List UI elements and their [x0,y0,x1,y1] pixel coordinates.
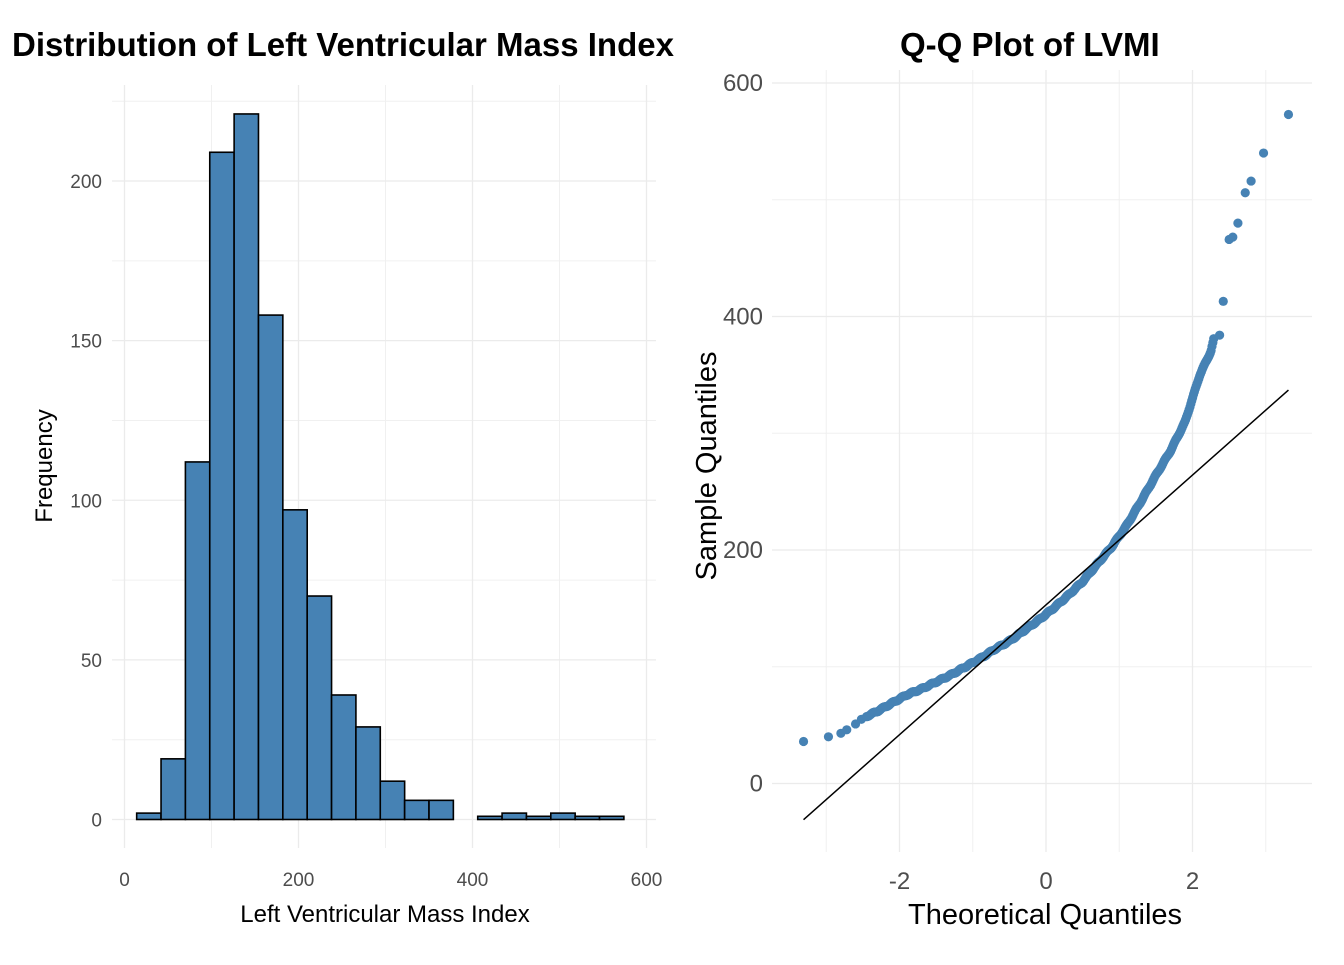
histogram-bar [233,113,260,821]
qq-panel: Q-Q Plot of LVMI -2 0 2 0 200 400 600 Theoretic… [672,0,1344,960]
qq-point [842,725,852,735]
qq-point [1283,109,1294,120]
qq-point [1218,296,1228,306]
qq-chart: -2 0 2 0 200 400 600 Theoretical Quantiles Sampl… [691,70,1312,931]
histogram-bar [135,812,162,821]
y-tick-label: 0 [91,811,102,832]
y-tick-label: 200 [70,172,102,193]
x-tick-label: 2 [1186,868,1199,895]
qq-point [823,732,834,742]
x-tick-label: -2 [889,868,910,895]
histogram-bar [282,509,308,821]
y-tick-label: 100 [70,491,102,512]
y-tick-label: 150 [70,332,102,353]
x-tick-label: 200 [283,870,315,891]
y-tick-label: 50 [81,651,102,672]
x-axis-title: Left Ventricular Mass Index [240,901,529,928]
histogram-bar [549,812,576,821]
histogram-panel: Distribution of Left Ventricular Mass In… [0,0,674,960]
x-tick-label: 400 [457,870,489,891]
histogram-bar [525,815,552,821]
x-tick-label: 0 [119,870,130,891]
qq-reference-line [803,389,1289,821]
x-tick-label: 600 [631,870,663,891]
histogram-bar [476,815,503,821]
histogram-bar [330,694,357,821]
qq-point [1215,330,1225,340]
x-tick-label: 0 [1039,868,1052,895]
histogram-bar [208,151,235,821]
histogram-bar [428,799,455,821]
qq-point [1258,148,1269,158]
histogram-bar [501,812,528,821]
y-tick-label: 200 [723,537,763,564]
y-tick-label: 0 [750,771,763,798]
histogram-bar [257,314,284,821]
histogram-bar [160,758,187,821]
qq-point [1228,232,1238,242]
y-tick-label: 600 [723,70,763,97]
qq-point [1246,176,1256,186]
histogram-title: Distribution of Left Ventricular Mass In… [12,26,674,63]
histogram-bar [184,461,211,821]
qq-point [798,736,809,747]
qq-title: Q-Q Plot of LVMI [900,26,1160,63]
x-axis-title: Theoretical Quantiles [908,899,1182,931]
histogram-bar [379,780,406,821]
histogram-bar [403,799,430,821]
histogram-bar [574,815,601,821]
qq-point [1240,188,1250,198]
histogram-chart: 0 200 400 600 0 50 100 150 200 Left Ventricular M… [31,85,663,928]
histogram-bar [306,595,333,821]
histogram-bar [355,726,382,821]
histogram-bar [598,815,625,821]
y-axis-title: Frequency [31,409,58,522]
y-axis-title: Sample Quantiles [691,352,723,581]
qq-point [1233,218,1243,228]
qq-points [798,109,1294,747]
y-tick-label: 400 [723,304,763,331]
